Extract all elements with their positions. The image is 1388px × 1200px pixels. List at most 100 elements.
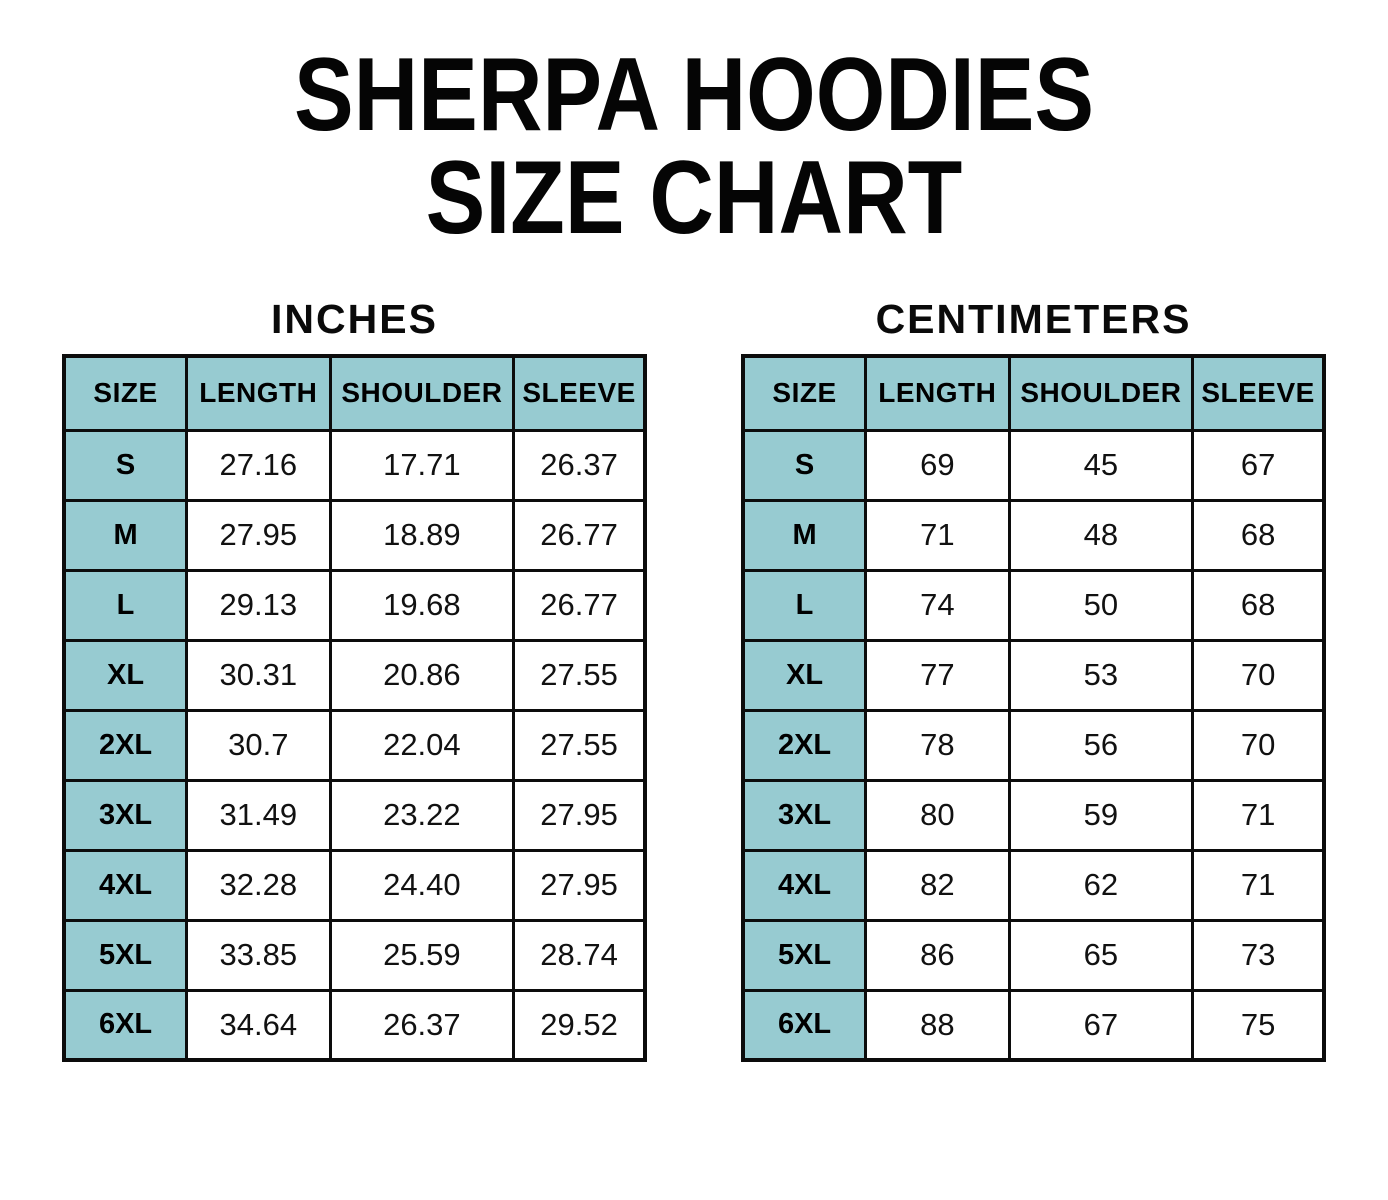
page-title: SHERPA HOODIES SIZE CHART <box>0 0 1388 250</box>
value-shoulder: 50 <box>1007 568 1195 642</box>
size-row-6xl: 6XL 34.64 26.37 29.52 <box>62 988 647 1062</box>
value-shoulder: 26.37 <box>328 988 516 1062</box>
value-length: 27.95 <box>185 498 332 572</box>
size-row-6xl: 6XL 88 67 75 <box>741 988 1326 1062</box>
value-sleeve: 75 <box>1191 988 1326 1062</box>
value-length: 78 <box>864 708 1011 782</box>
size-label: S <box>741 428 868 502</box>
value-shoulder: 62 <box>1007 848 1195 922</box>
value-shoulder: 19.68 <box>328 568 516 642</box>
value-length: 71 <box>864 498 1011 572</box>
size-label: 6XL <box>62 988 189 1062</box>
size-label: XL <box>741 638 868 712</box>
size-label: S <box>62 428 189 502</box>
page-title-line-2: SIZE CHART <box>425 140 963 256</box>
value-sleeve: 26.77 <box>512 568 647 642</box>
value-length: 27.16 <box>185 428 332 502</box>
column-header-shoulder: SHOULDER <box>1007 354 1195 432</box>
size-row-4xl: 4XL 82 62 71 <box>741 848 1326 922</box>
column-header-shoulder: SHOULDER <box>328 354 516 432</box>
size-row-l: L 74 50 68 <box>741 568 1326 642</box>
value-shoulder: 67 <box>1007 988 1195 1062</box>
centimeters-table: SIZE LENGTH SHOULDER SLEEVE S 69 45 67 M 71 48 68 L… <box>741 354 1326 1062</box>
inches-table: SIZE LENGTH SHOULDER SLEEVE S 27.16 17.71 26.3… <box>62 354 647 1062</box>
value-shoulder: 17.71 <box>328 428 516 502</box>
size-row-l: L 29.13 19.68 26.77 <box>62 568 647 642</box>
value-sleeve: 71 <box>1191 848 1326 922</box>
column-header-sleeve: SLEEVE <box>512 354 647 432</box>
size-label: M <box>741 498 868 572</box>
size-label: 2XL <box>741 708 868 782</box>
inches-title: INCHES <box>271 296 438 342</box>
column-header-sleeve: SLEEVE <box>1191 354 1326 432</box>
tables-row: INCHES SIZE LENGTH SHOULDER SLEEVE S 27.16 17… <box>0 296 1388 1062</box>
value-length: 32.28 <box>185 848 332 922</box>
value-sleeve: 26.37 <box>512 428 647 502</box>
value-length: 30.31 <box>185 638 332 712</box>
size-label: 4XL <box>62 848 189 922</box>
value-sleeve: 27.55 <box>512 708 647 782</box>
size-row-m: M 71 48 68 <box>741 498 1326 572</box>
size-label: L <box>741 568 868 642</box>
value-sleeve: 27.95 <box>512 778 647 852</box>
size-row-3xl: 3XL 80 59 71 <box>741 778 1326 852</box>
column-header-size: SIZE <box>741 354 868 432</box>
inches-header-row: SIZE LENGTH SHOULDER SLEEVE <box>62 354 647 432</box>
value-sleeve: 29.52 <box>512 988 647 1062</box>
centimeters-table-body: S 69 45 67 M 71 48 68 L 74 50 68 XL 77 53 70 2XL 78 56 70 3X… <box>741 428 1326 1062</box>
column-header-size: SIZE <box>62 354 189 432</box>
value-shoulder: 24.40 <box>328 848 516 922</box>
size-row-xl: XL 30.31 20.86 27.55 <box>62 638 647 712</box>
value-shoulder: 25.59 <box>328 918 516 992</box>
column-header-length: LENGTH <box>864 354 1011 432</box>
value-shoulder: 56 <box>1007 708 1195 782</box>
size-row-2xl: 2XL 30.7 22.04 27.55 <box>62 708 647 782</box>
size-label: 3XL <box>62 778 189 852</box>
value-length: 77 <box>864 638 1011 712</box>
size-row-5xl: 5XL 33.85 25.59 28.74 <box>62 918 647 992</box>
value-shoulder: 45 <box>1007 428 1195 502</box>
value-length: 69 <box>864 428 1011 502</box>
size-row-5xl: 5XL 86 65 73 <box>741 918 1326 992</box>
centimeters-header-row: SIZE LENGTH SHOULDER SLEEVE <box>741 354 1326 432</box>
value-sleeve: 70 <box>1191 638 1326 712</box>
value-sleeve: 68 <box>1191 568 1326 642</box>
value-sleeve: 71 <box>1191 778 1326 852</box>
value-sleeve: 67 <box>1191 428 1326 502</box>
size-label: 6XL <box>741 988 868 1062</box>
value-sleeve: 27.55 <box>512 638 647 712</box>
value-length: 33.85 <box>185 918 332 992</box>
inches-table-body: S 27.16 17.71 26.37 M 27.95 18.89 26.77 L 29.13 19… <box>62 428 647 1062</box>
size-row-2xl: 2XL 78 56 70 <box>741 708 1326 782</box>
size-label: M <box>62 498 189 572</box>
size-label: 4XL <box>741 848 868 922</box>
value-sleeve: 70 <box>1191 708 1326 782</box>
value-length: 80 <box>864 778 1011 852</box>
size-label: 5XL <box>741 918 868 992</box>
size-label: L <box>62 568 189 642</box>
size-row-s: S 69 45 67 <box>741 428 1326 502</box>
size-row-3xl: 3XL 31.49 23.22 27.95 <box>62 778 647 852</box>
value-length: 74 <box>864 568 1011 642</box>
size-label: 2XL <box>62 708 189 782</box>
size-row-m: M 27.95 18.89 26.77 <box>62 498 647 572</box>
value-sleeve: 28.74 <box>512 918 647 992</box>
value-length: 34.64 <box>185 988 332 1062</box>
size-row-4xl: 4XL 32.28 24.40 27.95 <box>62 848 647 922</box>
value-length: 82 <box>864 848 1011 922</box>
size-row-s: S 27.16 17.71 26.37 <box>62 428 647 502</box>
size-label: 5XL <box>62 918 189 992</box>
size-label: XL <box>62 638 189 712</box>
centimeters-title: CENTIMETERS <box>875 296 1192 342</box>
inches-section: INCHES SIZE LENGTH SHOULDER SLEEVE S 27.16 17… <box>62 296 647 1062</box>
centimeters-section: CENTIMETERS SIZE LENGTH SHOULDER SLEEVE S 69… <box>741 296 1326 1062</box>
column-header-length: LENGTH <box>185 354 332 432</box>
value-shoulder: 20.86 <box>328 638 516 712</box>
value-sleeve: 26.77 <box>512 498 647 572</box>
value-length: 30.7 <box>185 708 332 782</box>
value-sleeve: 27.95 <box>512 848 647 922</box>
value-length: 88 <box>864 988 1011 1062</box>
value-length: 31.49 <box>185 778 332 852</box>
value-length: 29.13 <box>185 568 332 642</box>
